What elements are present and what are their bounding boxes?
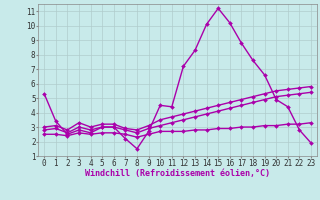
X-axis label: Windchill (Refroidissement éolien,°C): Windchill (Refroidissement éolien,°C) — [85, 169, 270, 178]
